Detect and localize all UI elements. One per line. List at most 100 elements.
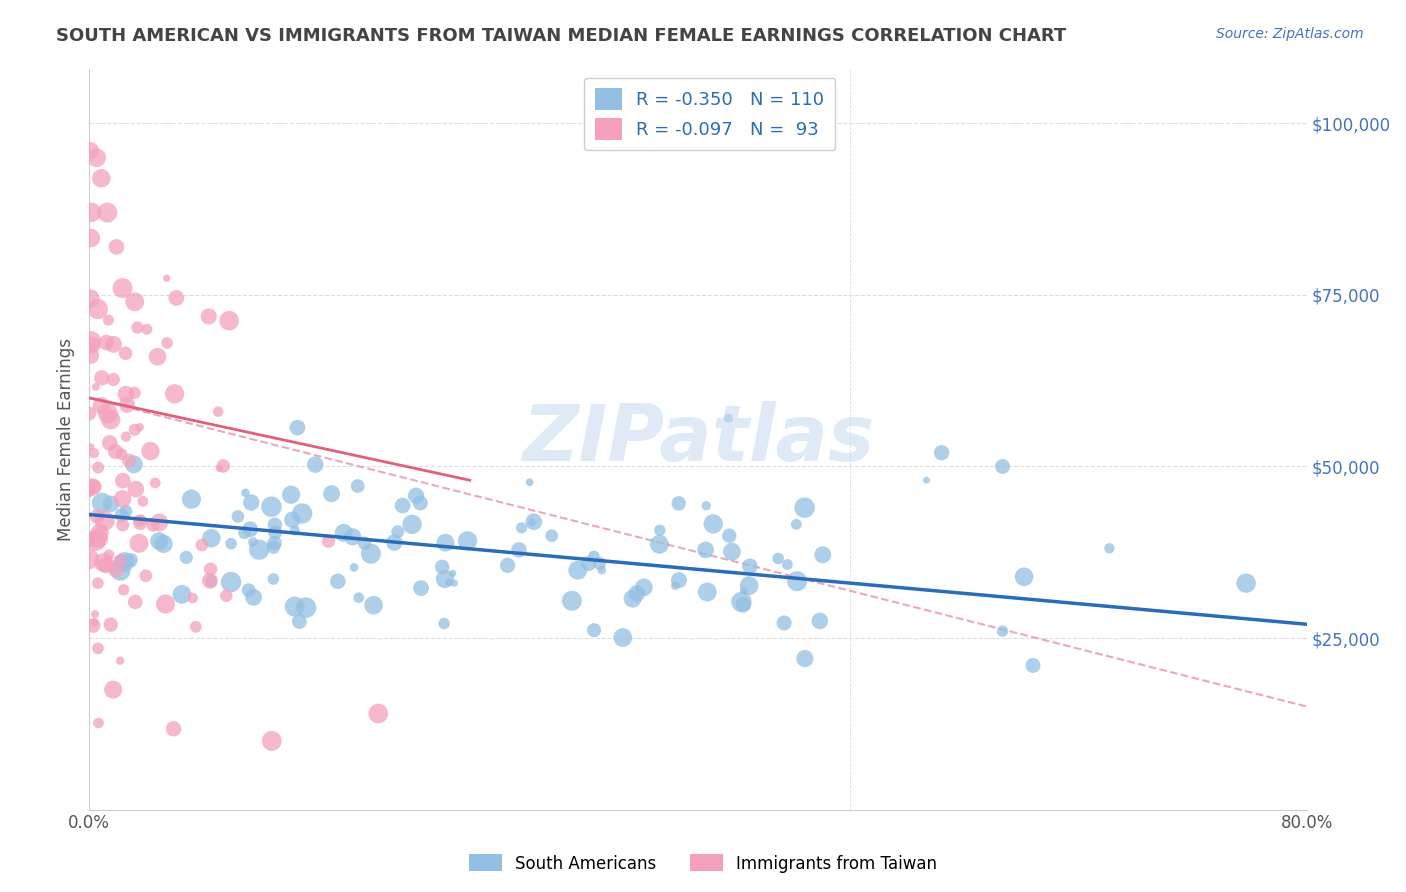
Point (284, 524, 307, 538)
Point (287, 420, 309, 434)
Point (84, 380, 107, 394)
Point (648, 523, 671, 537)
Point (100, 617, 122, 632)
Point (108, 654, 131, 668)
Point (86, 151, 108, 165)
Point (112, 582, 135, 597)
Point (721, 544, 744, 558)
Point (733, 583, 755, 598)
Point (82, 338, 104, 352)
Point (811, 548, 834, 562)
Point (124, 595, 146, 609)
Point (621, 591, 644, 606)
Point (124, 423, 146, 437)
Point (128, 420, 150, 434)
Point (434, 535, 457, 549)
Point (142, 518, 165, 533)
Point (561, 594, 583, 608)
Point (695, 499, 717, 513)
Point (1012, 570, 1035, 584)
Point (226, 509, 249, 524)
Point (433, 616, 456, 631)
Point (77, 407, 100, 421)
Point (520, 516, 543, 530)
Point (318, 534, 340, 549)
Point (156, 271, 179, 285)
Point (87, 641, 110, 656)
Point (443, 576, 465, 591)
Point (540, 529, 562, 543)
Point (733, 598, 755, 612)
Point (87, 460, 110, 475)
Point (238, 583, 260, 598)
Point (118, 453, 141, 467)
Point (583, 623, 606, 637)
Point (409, 496, 432, 510)
Legend: South Americans, Immigrants from Taiwan: South Americans, Immigrants from Taiwan (463, 847, 943, 880)
Point (80, 231, 103, 245)
Point (730, 595, 752, 609)
Point (82, 618, 104, 632)
Point (115, 504, 138, 518)
Point (87, 301, 110, 316)
Point (633, 580, 655, 594)
Point (219, 574, 242, 589)
Point (135, 322, 157, 336)
Point (262, 572, 284, 586)
Point (215, 589, 238, 603)
Point (87, 576, 110, 591)
Point (103, 337, 125, 351)
Point (103, 372, 125, 386)
Point (148, 516, 170, 530)
Point (626, 586, 648, 600)
Point (83, 446, 105, 460)
Point (1022, 658, 1045, 673)
Point (110, 447, 132, 461)
Point (124, 294, 146, 309)
Point (247, 542, 270, 557)
Point (165, 291, 187, 305)
Point (83, 480, 105, 494)
Point (125, 482, 148, 496)
Point (773, 615, 796, 630)
Point (578, 557, 600, 571)
Point (80, 334, 103, 348)
Point (321, 486, 343, 500)
Point (111, 281, 134, 295)
Point (239, 522, 262, 536)
Point (242, 535, 264, 549)
Point (181, 591, 204, 605)
Point (612, 631, 634, 645)
Point (384, 535, 406, 549)
Point (332, 525, 354, 540)
Point (931, 446, 953, 460)
Point (111, 491, 134, 506)
Point (110, 555, 132, 569)
Point (101, 682, 124, 697)
Point (263, 536, 285, 550)
Y-axis label: Median Female Earnings: Median Female Earnings (58, 337, 75, 541)
Point (208, 461, 231, 475)
Point (433, 572, 456, 586)
Point (90, 371, 112, 385)
Point (127, 320, 149, 334)
Point (170, 587, 193, 601)
Point (264, 525, 287, 540)
Point (991, 459, 1014, 474)
Point (648, 537, 671, 551)
Point (291, 507, 314, 521)
Point (582, 549, 605, 564)
Point (668, 496, 690, 510)
Point (97, 548, 120, 562)
Point (97, 406, 120, 420)
Point (80, 440, 103, 454)
Point (111, 474, 134, 488)
Text: Source: ZipAtlas.com: Source: ZipAtlas.com (1216, 27, 1364, 41)
Point (696, 585, 718, 599)
Point (233, 525, 256, 540)
Point (96, 205, 118, 219)
Point (143, 475, 166, 490)
Point (591, 563, 613, 577)
Point (198, 574, 221, 588)
Point (346, 479, 368, 493)
